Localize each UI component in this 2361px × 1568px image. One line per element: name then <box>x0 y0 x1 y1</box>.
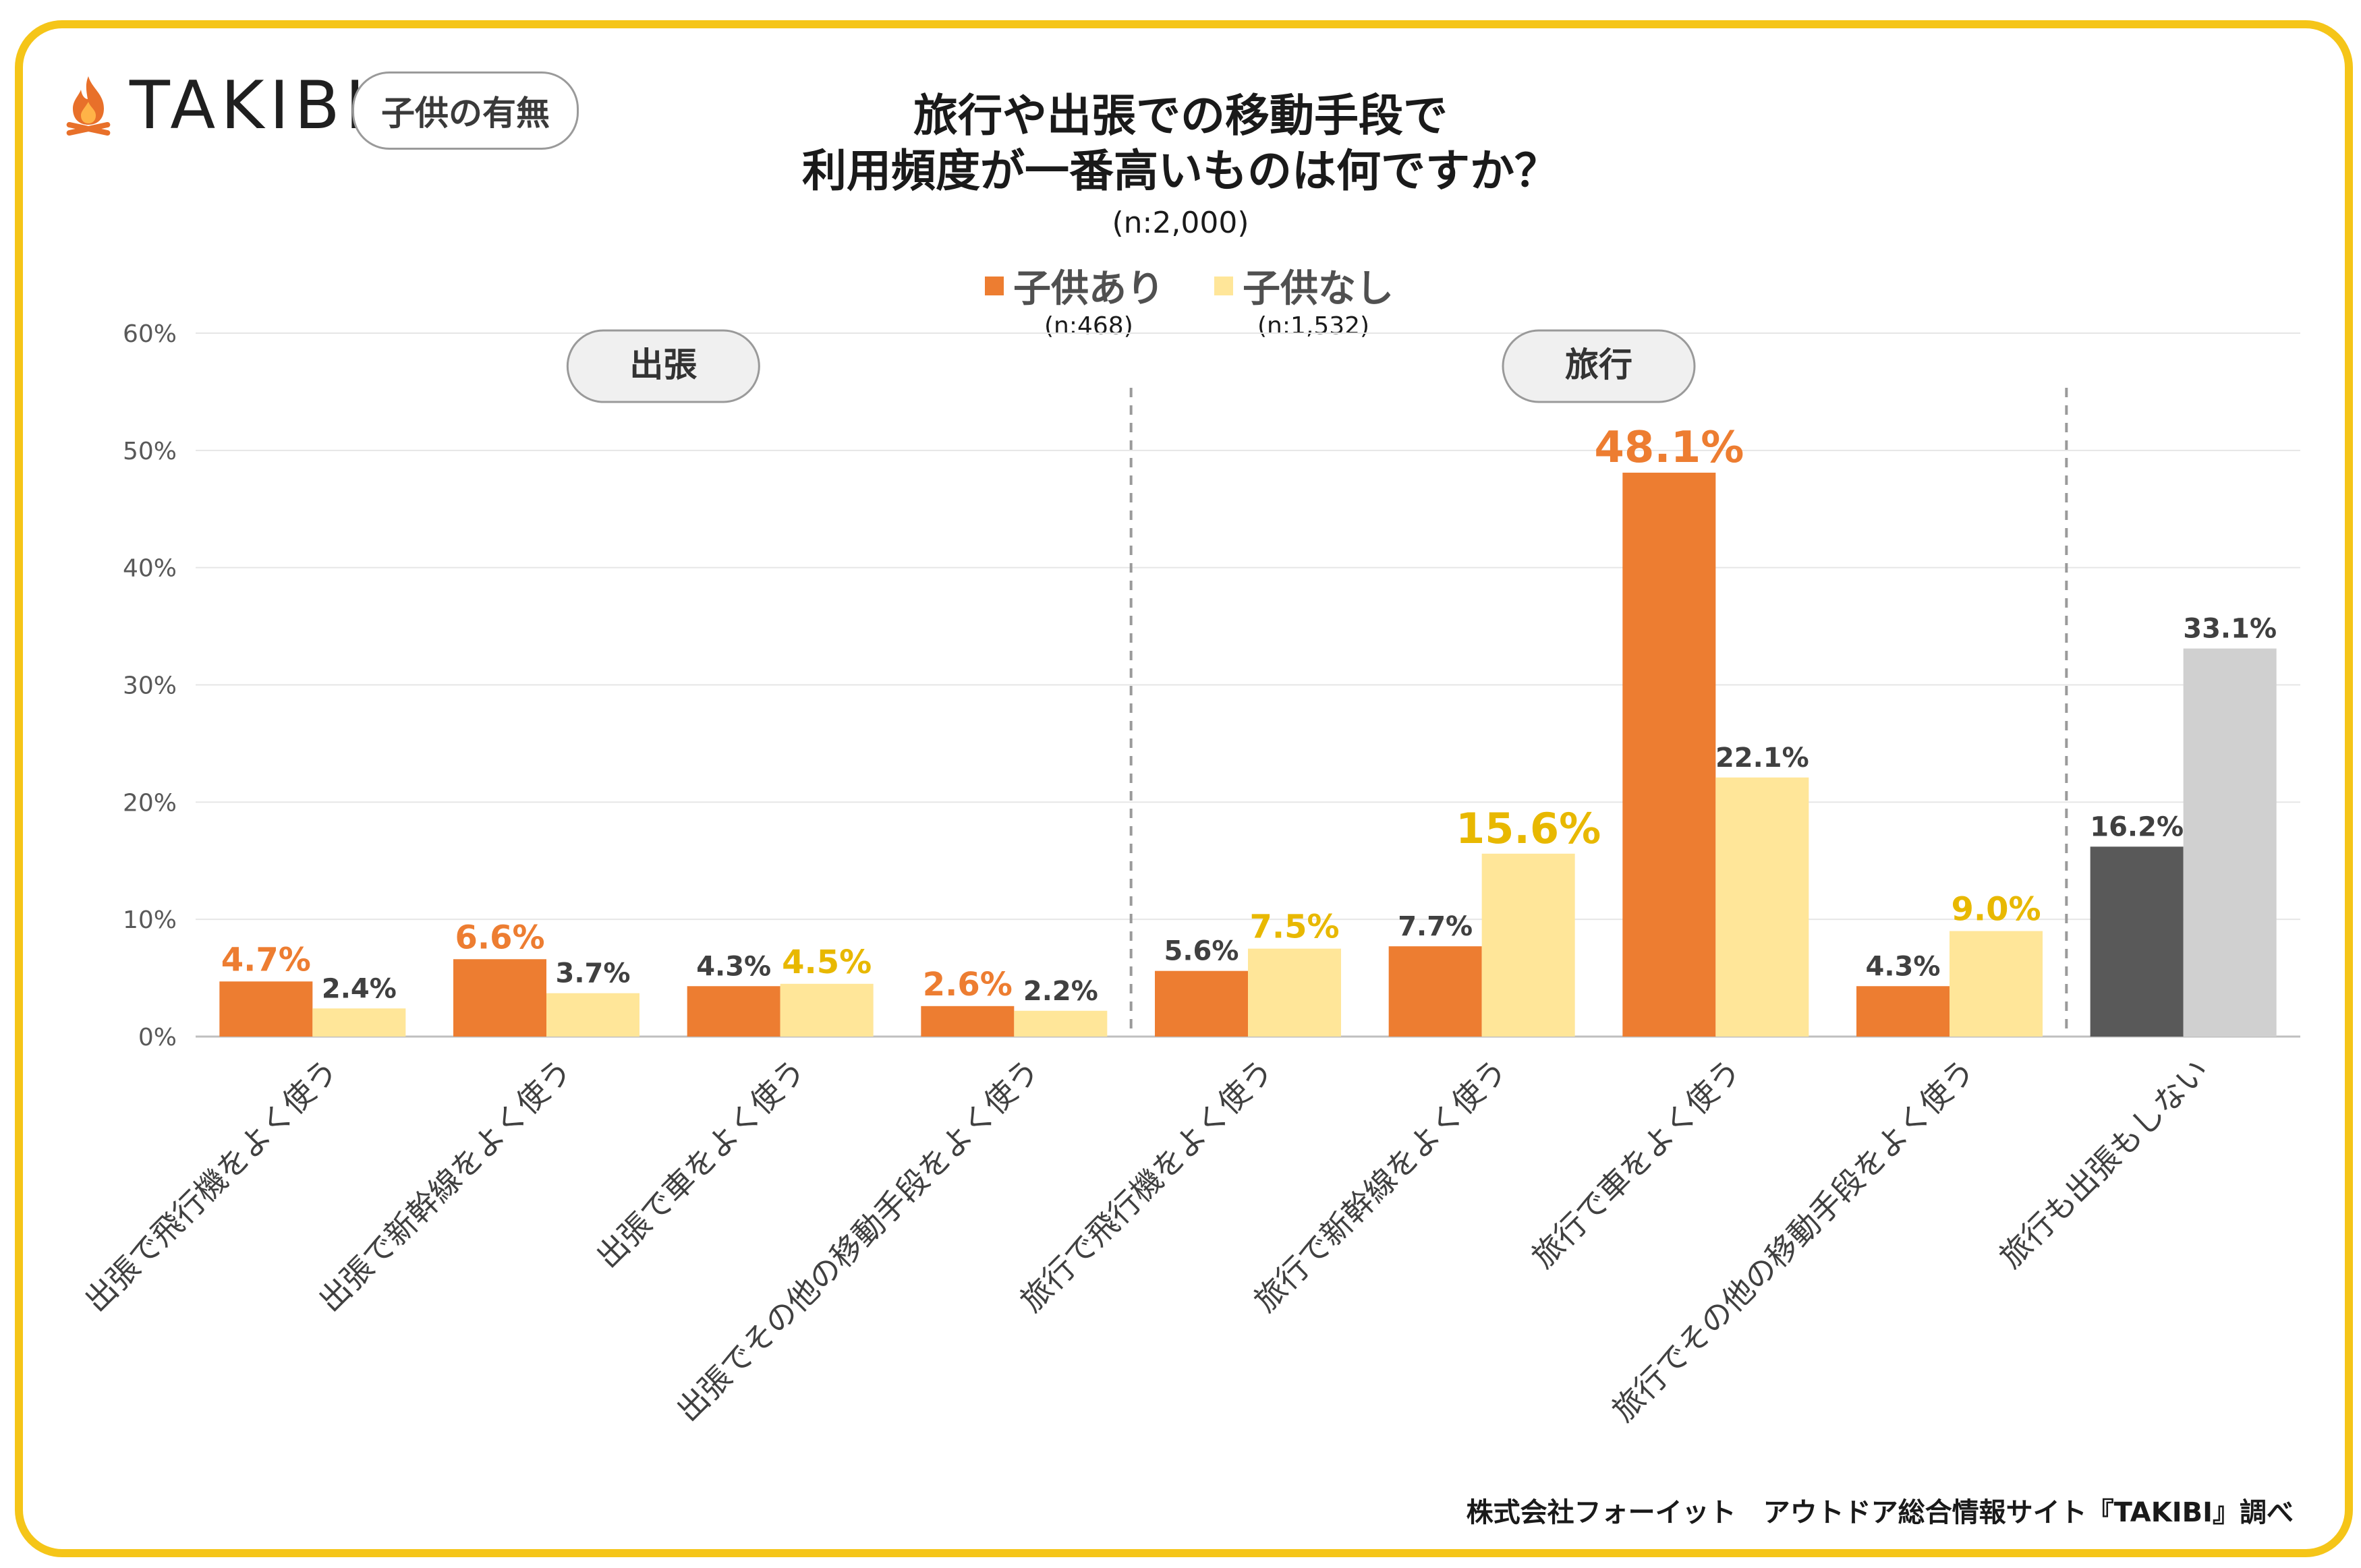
bar-without-kids <box>546 993 639 1037</box>
chart-title-line1: 旅行や出張での移動手段で <box>913 90 1448 142</box>
legend-item-with-kids: 子供あり <box>985 258 1164 313</box>
bar-with-kids <box>1388 946 1482 1037</box>
y-tick-label: 0% <box>138 1024 177 1051</box>
bar-without-kids <box>1950 931 2043 1037</box>
x-category-label: 出張で飛行機をよく使う <box>78 1052 345 1319</box>
legend-label-without-kids: 子供なし <box>1243 267 1394 311</box>
y-tick-label: 40% <box>123 555 177 583</box>
bar-with-kids <box>921 1006 1015 1037</box>
y-tick-label: 10% <box>123 906 177 934</box>
bar-without-kids <box>780 983 874 1037</box>
data-label-without-kids: 2.4% <box>322 973 397 1004</box>
data-label-with-kids: 5.6% <box>1164 936 1239 967</box>
group-travel-pill <box>1502 329 1696 403</box>
x-category-label: 旅行で新幹線をよく使う <box>1247 1052 1514 1319</box>
x-category-label: 出張で新幹線をよく使う <box>312 1052 579 1319</box>
logo: TAKIBI <box>62 67 370 144</box>
data-label-without-kids: 9.0% <box>1951 891 2041 929</box>
bar-with-kids <box>1856 986 1950 1037</box>
legend-swatch-without-kids <box>1214 276 1233 295</box>
x-category-label: 出張で車をよく使う <box>590 1052 813 1275</box>
sample-size: (n:2,000) <box>1112 206 1249 240</box>
x-category-label: 旅行でその他の移動手段をよく使う <box>1605 1052 1982 1429</box>
bar-with-kids <box>1155 970 1248 1037</box>
category-badge: 子供の有無 <box>352 71 579 150</box>
bar-without-kids <box>1715 777 1809 1037</box>
group-business-pill <box>566 329 760 403</box>
y-tick-label: 50% <box>123 438 177 465</box>
data-label-with-kids: 4.7% <box>221 941 311 979</box>
data-label-with-kids: 4.3% <box>1866 951 1941 982</box>
bar-with-kids <box>2090 846 2184 1037</box>
bar-with-kids <box>219 981 313 1037</box>
bar-without-kids <box>1481 853 1575 1037</box>
bar-without-kids <box>1248 948 1341 1037</box>
data-label-with-kids: 7.7% <box>1398 911 1473 942</box>
data-label-without-kids: 15.6% <box>1456 804 1601 853</box>
y-tick-label: 20% <box>123 789 177 817</box>
data-label-with-kids: 48.1% <box>1594 423 1744 473</box>
group-travel-label: 旅行 <box>1565 345 1632 384</box>
data-label-without-kids: 22.1% <box>1715 743 1809 774</box>
data-label-without-kids: 2.2% <box>1023 976 1098 1007</box>
legend-swatch-with-kids <box>985 276 1004 295</box>
data-label-without-kids: 33.1% <box>2183 614 2277 645</box>
data-label-without-kids: 4.5% <box>782 943 872 981</box>
legend-item-without-kids: 子供なし <box>1214 258 1394 313</box>
chart-frame <box>15 20 2353 1557</box>
chart-title-line2: 利用頻度が一番高いものは何ですか？ <box>802 145 1559 197</box>
data-label-without-kids: 7.5% <box>1249 908 1339 946</box>
campfire-icon <box>66 76 111 136</box>
bar-with-kids <box>687 986 780 1037</box>
legend-n-with-kids: (n:468) <box>1044 312 1133 340</box>
x-category-label: 旅行で車をよく使う <box>1525 1052 1748 1275</box>
logo-text: TAKIBI <box>130 67 370 144</box>
data-label-with-kids: 4.3% <box>696 951 771 982</box>
data-label-without-kids: 3.7% <box>556 958 631 989</box>
data-label-with-kids: 16.2% <box>2090 811 2184 842</box>
group-business-label: 出張 <box>629 345 697 384</box>
footer-credit: 株式会社フォーイット アウトドア総合情報サイト『TAKIBI』調べ <box>1466 1497 2294 1528</box>
x-category-label: 旅行で飛行機をよく使う <box>1013 1052 1280 1319</box>
x-category-label: 旅行も出張もしない <box>1993 1052 2216 1275</box>
legend-label-with-kids: 子供あり <box>1013 267 1164 311</box>
y-tick-label: 30% <box>123 672 177 700</box>
legend-n-without-kids: (n:1,532) <box>1257 312 1370 340</box>
y-tick-label: 60% <box>123 320 177 348</box>
bar-without-kids <box>1014 1010 1108 1037</box>
data-label-with-kids: 6.6% <box>455 919 544 956</box>
bar-with-kids <box>453 959 546 1037</box>
data-label-with-kids: 2.6% <box>923 966 1013 1004</box>
bar-without-kids <box>312 1008 406 1037</box>
x-category-label: 出張でその他の移動手段をよく使う <box>669 1052 1046 1429</box>
bar-without-kids <box>2183 648 2277 1037</box>
bar-with-kids <box>1622 472 1716 1037</box>
